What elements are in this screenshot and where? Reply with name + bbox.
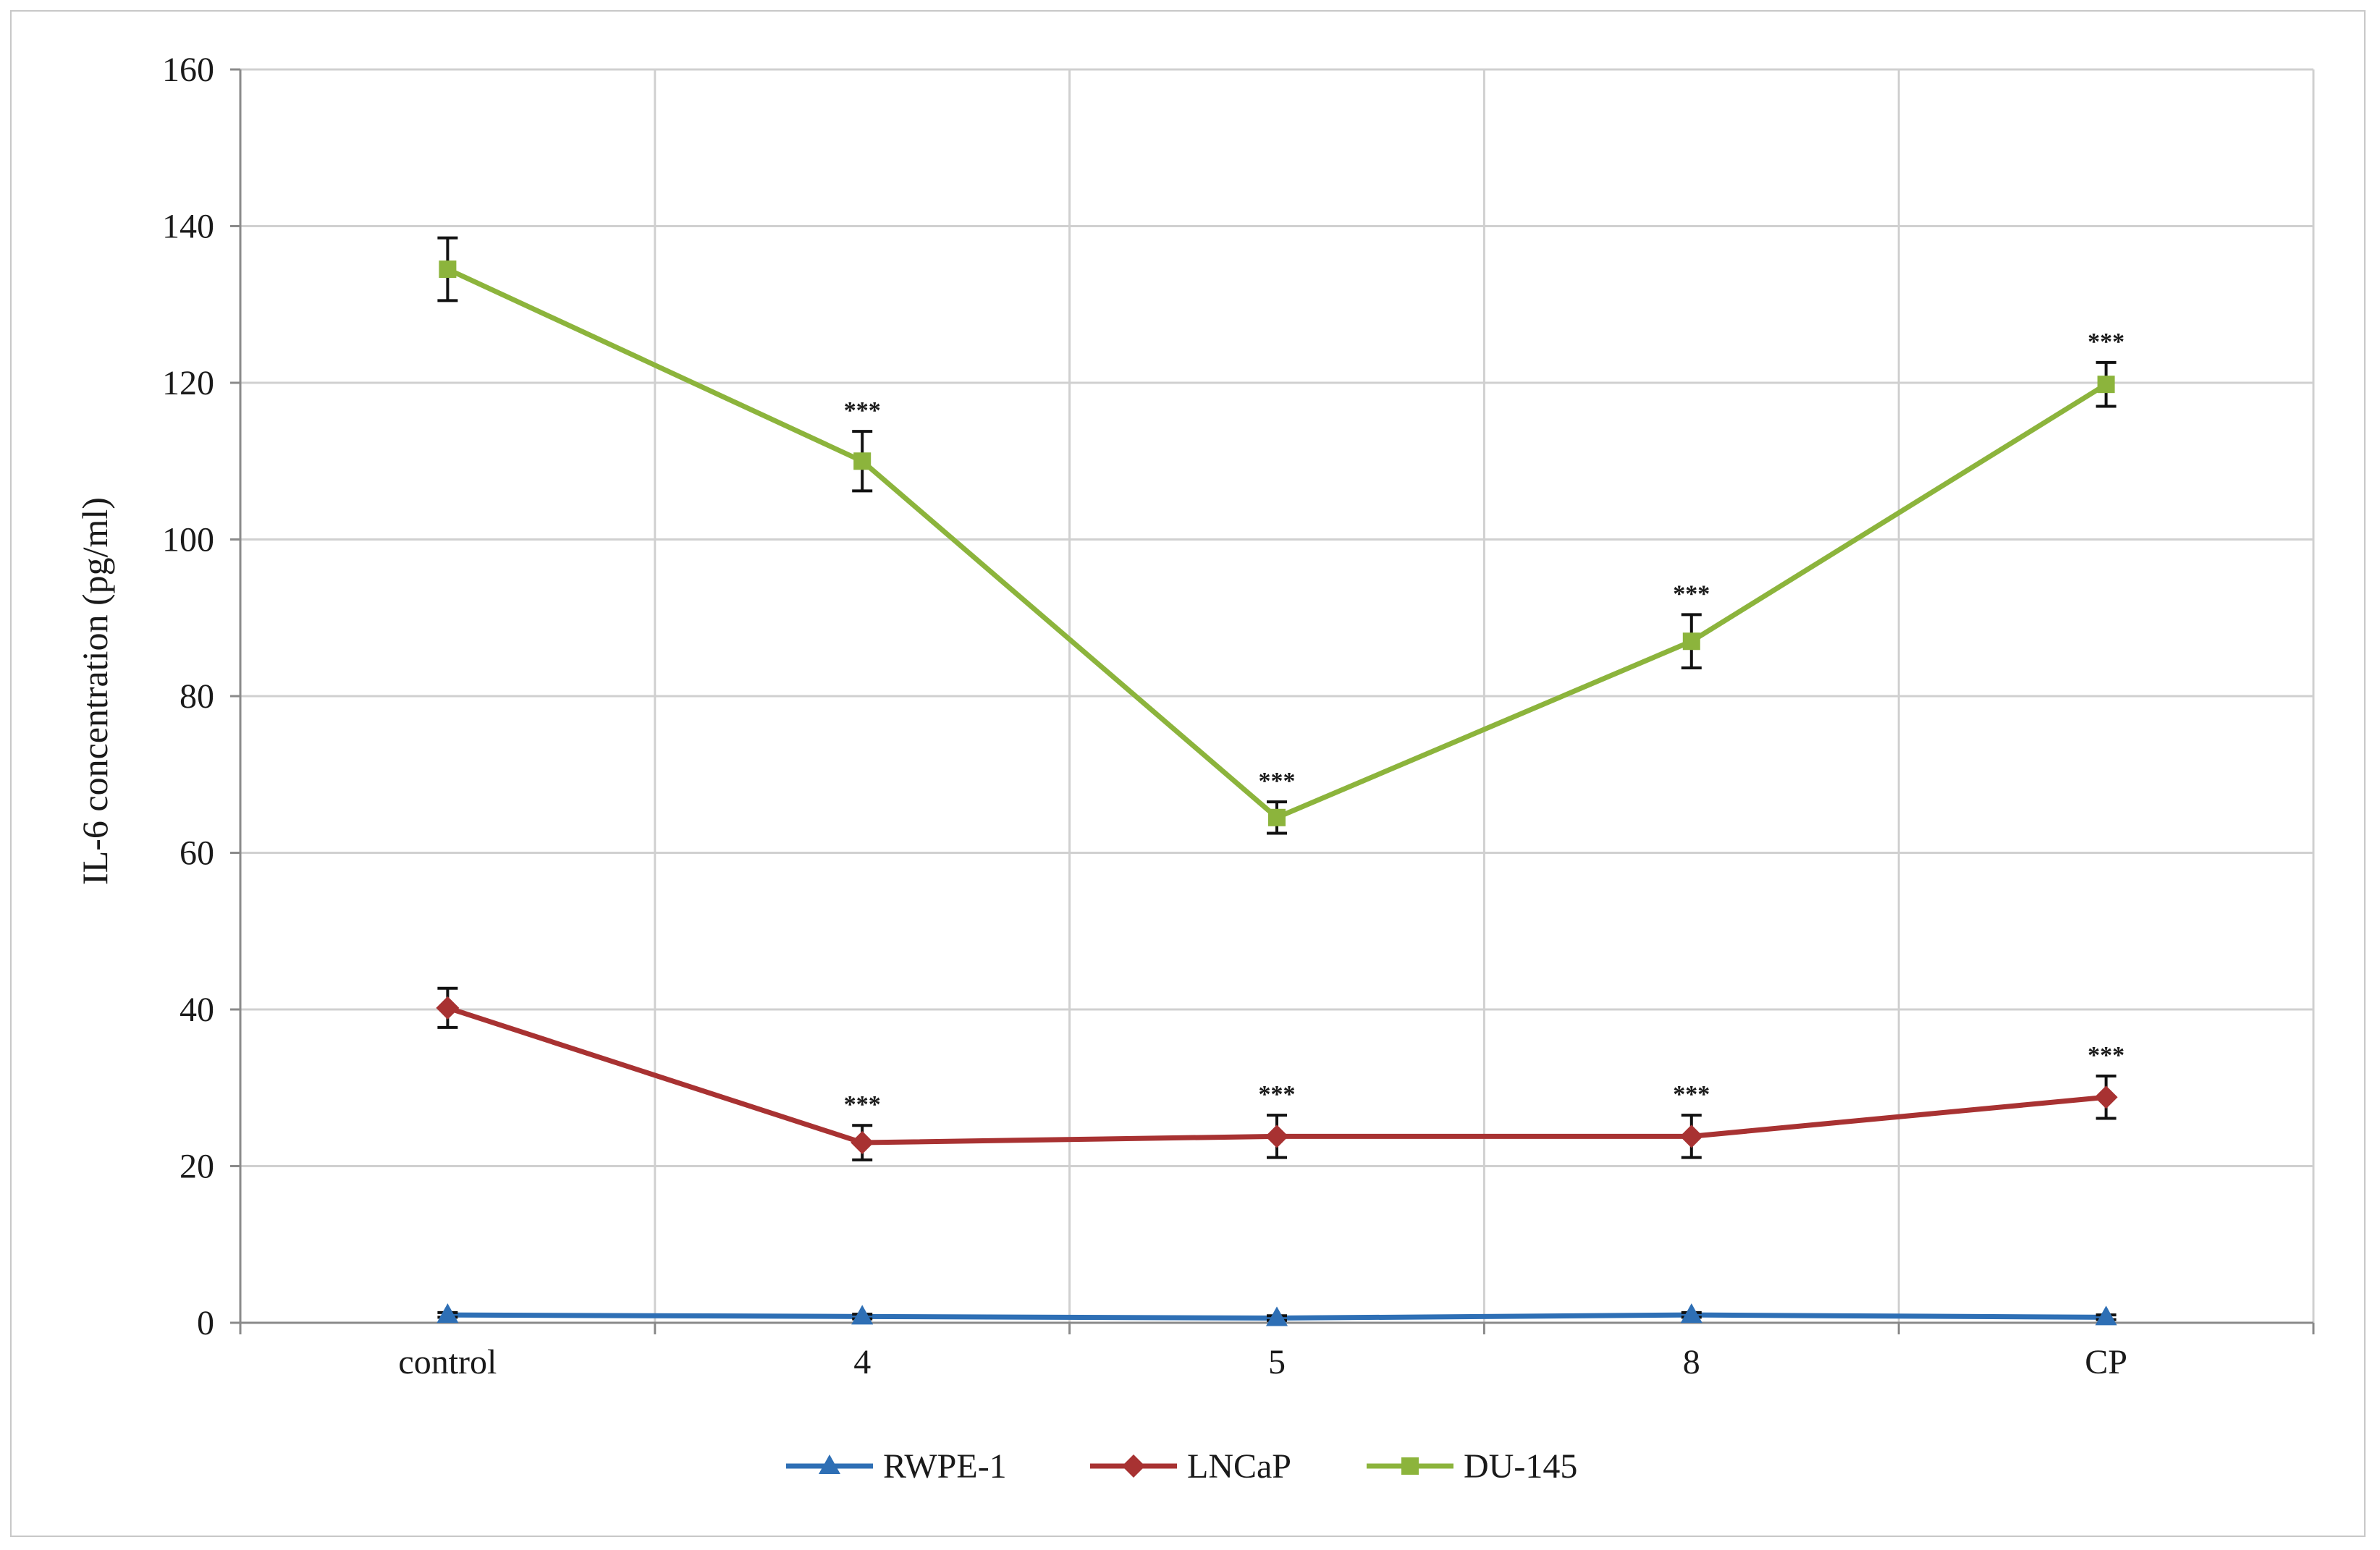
x-tick-label: control	[398, 1343, 497, 1381]
significance-label: ***	[2088, 1042, 2124, 1069]
legend-label: LNCaP	[1187, 1447, 1291, 1486]
x-tick-label: 4	[853, 1343, 871, 1381]
y-tick-label: 100	[162, 521, 214, 559]
data-point	[2097, 376, 2115, 394]
y-tick-label: 0	[197, 1304, 214, 1342]
significance-label: ***	[1673, 580, 1710, 607]
x-tick-label: 5	[1268, 1343, 1286, 1381]
legend-marker	[1122, 1454, 1145, 1478]
series-line	[446, 266, 2108, 821]
significance-label: ***	[1259, 1081, 1296, 1108]
data-point	[1265, 1125, 1288, 1148]
y-tick-label: 80	[180, 677, 214, 716]
data-point	[851, 1305, 874, 1325]
data-point	[2095, 1305, 2117, 1326]
y-tick-label: 40	[180, 991, 214, 1029]
x-tick-label: CP	[2085, 1343, 2127, 1381]
significance-label: ***	[1259, 768, 1296, 795]
data-point	[1680, 1303, 1702, 1324]
significance-label: ***	[844, 397, 881, 424]
y-tick-label: 140	[162, 208, 214, 246]
y-axis-title: IL-6 concentration (pg/ml)	[75, 497, 115, 885]
data-point	[436, 996, 460, 1020]
series-group: *** *** *** *** *** *** *** ***	[436, 236, 2124, 1326]
y-tick-label: 20	[180, 1148, 214, 1186]
significance-label: ***	[2088, 329, 2124, 355]
series-lncap: *** *** *** ***	[436, 986, 2124, 1161]
significance-label: ***	[1673, 1081, 1710, 1108]
data-point	[1682, 632, 1700, 651]
legend-label: RWPE-1	[883, 1447, 1007, 1486]
data-point	[1268, 808, 1286, 826]
chart-frame	[10, 10, 2366, 1537]
legend-item: DU-145	[1367, 1447, 1577, 1486]
legend-label: DU-145	[1464, 1447, 1577, 1486]
y-tick-label: 160	[162, 51, 214, 89]
data-point	[1266, 1306, 1288, 1326]
series-du-145: *** *** *** ***	[437, 236, 2124, 835]
legend-marker	[819, 1454, 840, 1474]
data-point	[439, 261, 457, 279]
significance-label: ***	[844, 1091, 881, 1118]
x-tick-label: 8	[1683, 1343, 1700, 1381]
legend-item: RWPE-1	[786, 1447, 1007, 1486]
legend: RWPE-1 LNCaP DU-145	[786, 1447, 1577, 1486]
data-point	[853, 452, 872, 470]
y-tick-label: 120	[162, 364, 214, 402]
data-point	[2094, 1085, 2118, 1109]
y-tick-label: 60	[180, 834, 214, 873]
legend-marker	[1401, 1457, 1419, 1475]
axes: 0 20 40 60 80 100 120 140 160 control 4 5 8 CP	[162, 51, 2315, 1381]
series-rwpe-1	[436, 1303, 2117, 1326]
legend-item: LNCaP	[1090, 1447, 1291, 1486]
data-point	[1679, 1125, 1703, 1148]
data-point	[436, 1303, 459, 1324]
data-point	[851, 1131, 874, 1155]
